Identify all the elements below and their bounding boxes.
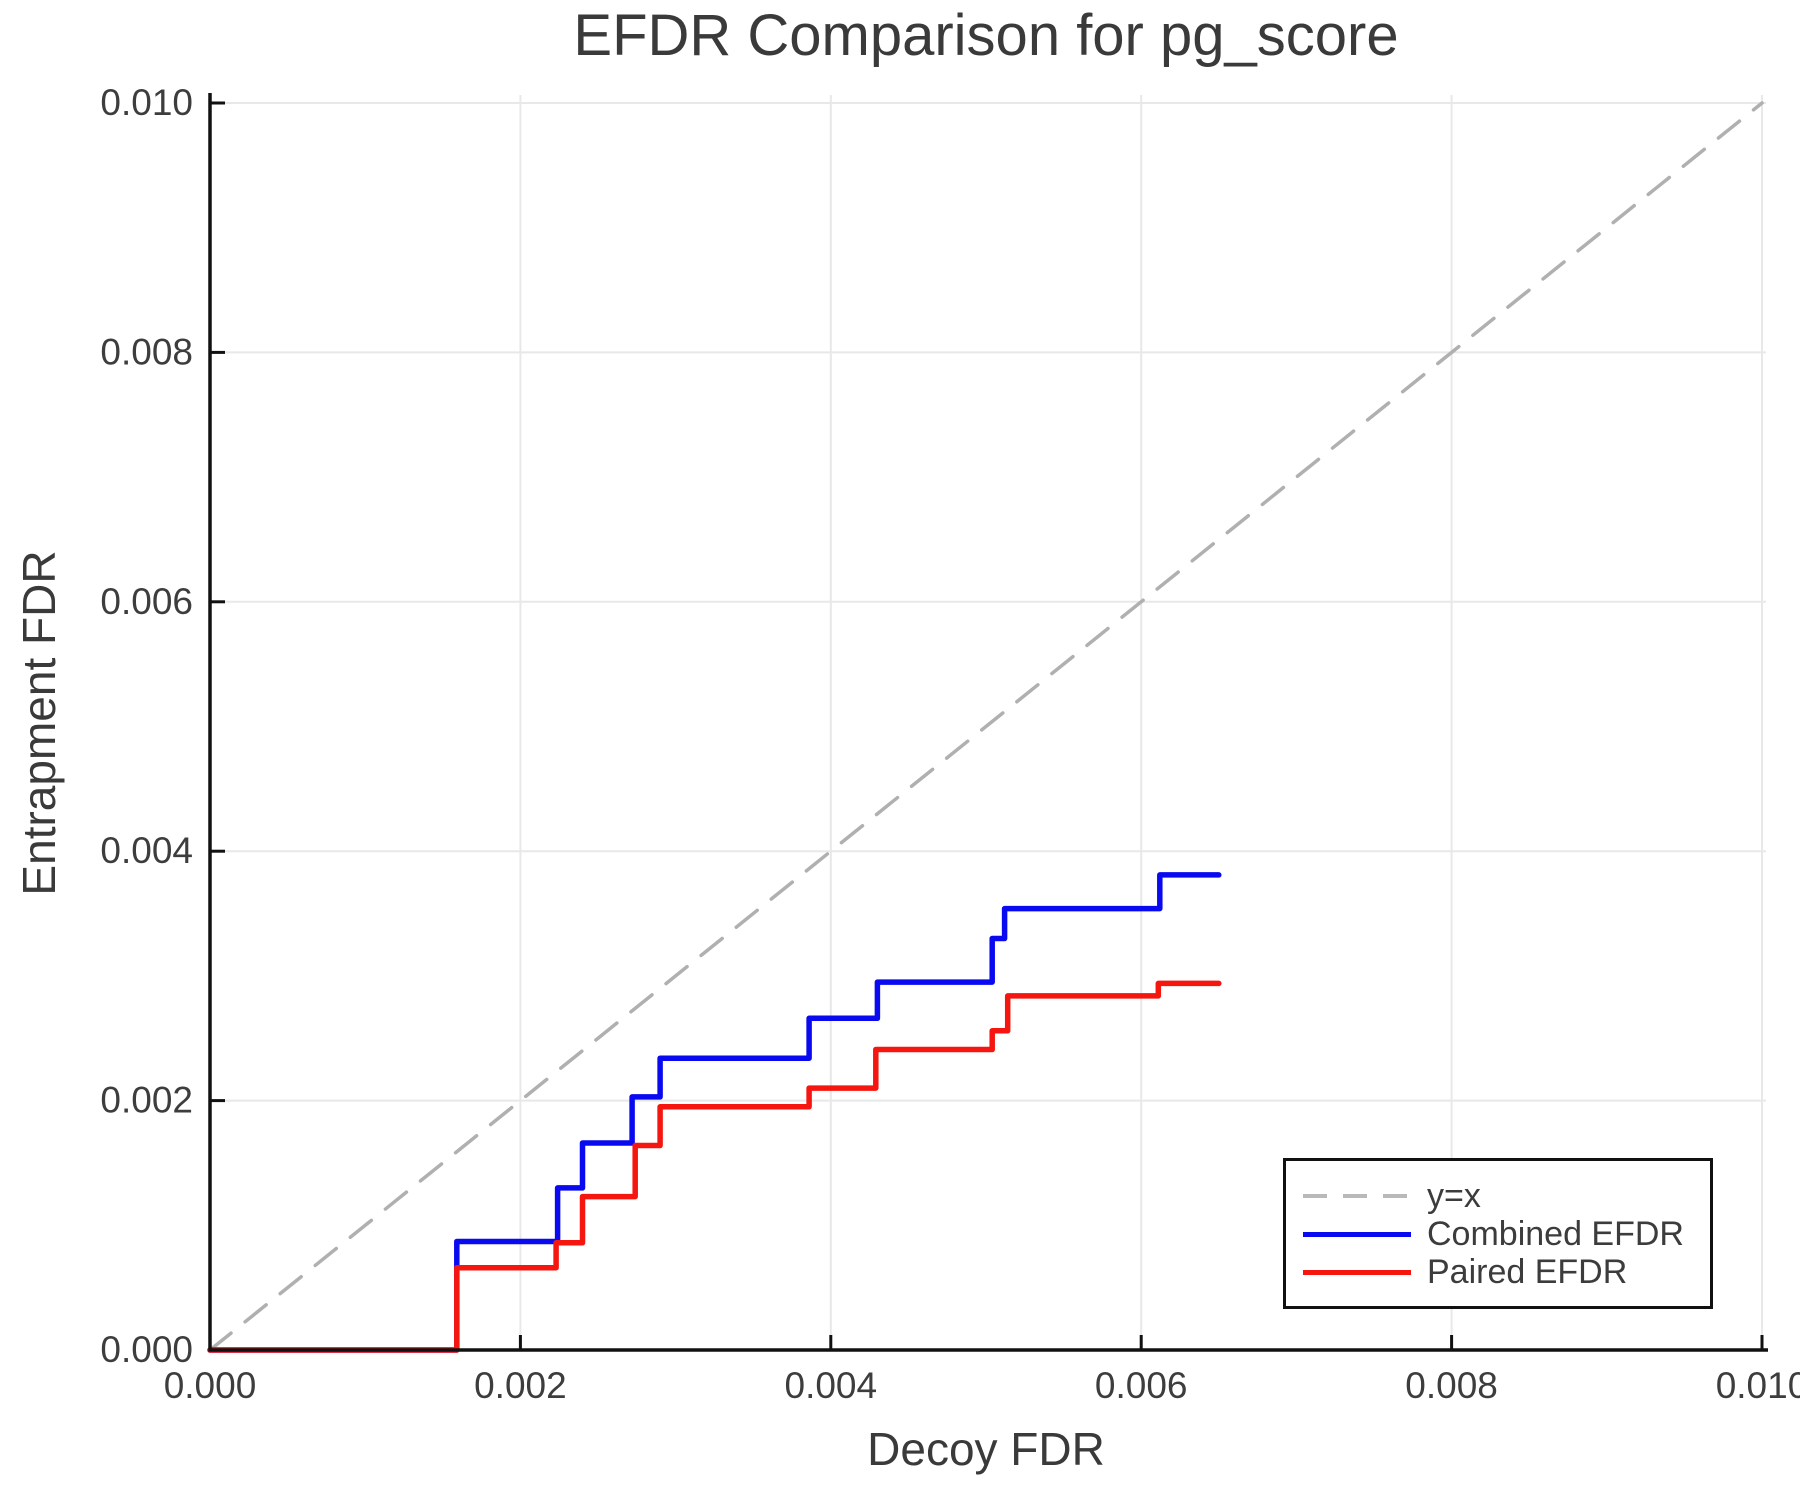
reference-line-group <box>208 101 1764 1352</box>
chart-title: EFDR Comparison for pg_score <box>573 3 1399 68</box>
tick-marks <box>208 101 1764 1352</box>
series-line-y-x <box>208 101 1764 1352</box>
legend-row-yx: y=x <box>1303 1177 1710 1215</box>
y-tick-label: 0.002 <box>100 1080 193 1121</box>
x-tick-label: 0.002 <box>474 1365 567 1406</box>
legend-label-combined-efdr: Combined EFDR <box>1427 1215 1684 1253</box>
legend-line-sample-combined-icon <box>1303 1231 1411 1237</box>
y-tick-label: 0.010 <box>100 82 193 123</box>
x-tick-label: 0.004 <box>785 1365 878 1406</box>
legend-line-sample-dashed-icon <box>1303 1194 1411 1198</box>
y-tick-label: 0.000 <box>100 1329 193 1370</box>
x-tick-label: 0.010 <box>1716 1365 1800 1406</box>
legend-line-sample-paired-icon <box>1303 1269 1411 1275</box>
legend-label-yx: y=x <box>1427 1177 1481 1215</box>
y-tick-label: 0.004 <box>100 830 193 871</box>
y-tick-label: 0.006 <box>100 581 193 622</box>
x-tick-label: 0.006 <box>1095 1365 1188 1406</box>
legend-row-combined-efdr: Combined EFDR <box>1303 1215 1710 1253</box>
x-tick-label: 0.008 <box>1405 1365 1498 1406</box>
legend-label-paired-efdr: Paired EFDR <box>1427 1253 1628 1291</box>
series-line-paired-efdr <box>207 980 1222 1353</box>
legend-row-paired-efdr: Paired EFDR <box>1303 1253 1710 1291</box>
x-axis-label: Decoy FDR <box>867 1423 1105 1475</box>
y-tick-label: 0.008 <box>100 331 193 372</box>
series-lines <box>207 872 1222 1353</box>
tick-labels: 0.000 0.002 0.004 0.006 0.008 0.010 0.000 0.002… <box>100 82 1800 1406</box>
axes <box>208 93 1768 1352</box>
series-line-combined-efdr <box>207 872 1222 1353</box>
legend: y=x Combined EFDR Paired EFDR <box>1283 1158 1713 1309</box>
y-axis-label: Entrapment FDR <box>13 550 65 896</box>
gridlines <box>210 95 1766 1350</box>
x-tick-label: 0.000 <box>164 1365 257 1406</box>
